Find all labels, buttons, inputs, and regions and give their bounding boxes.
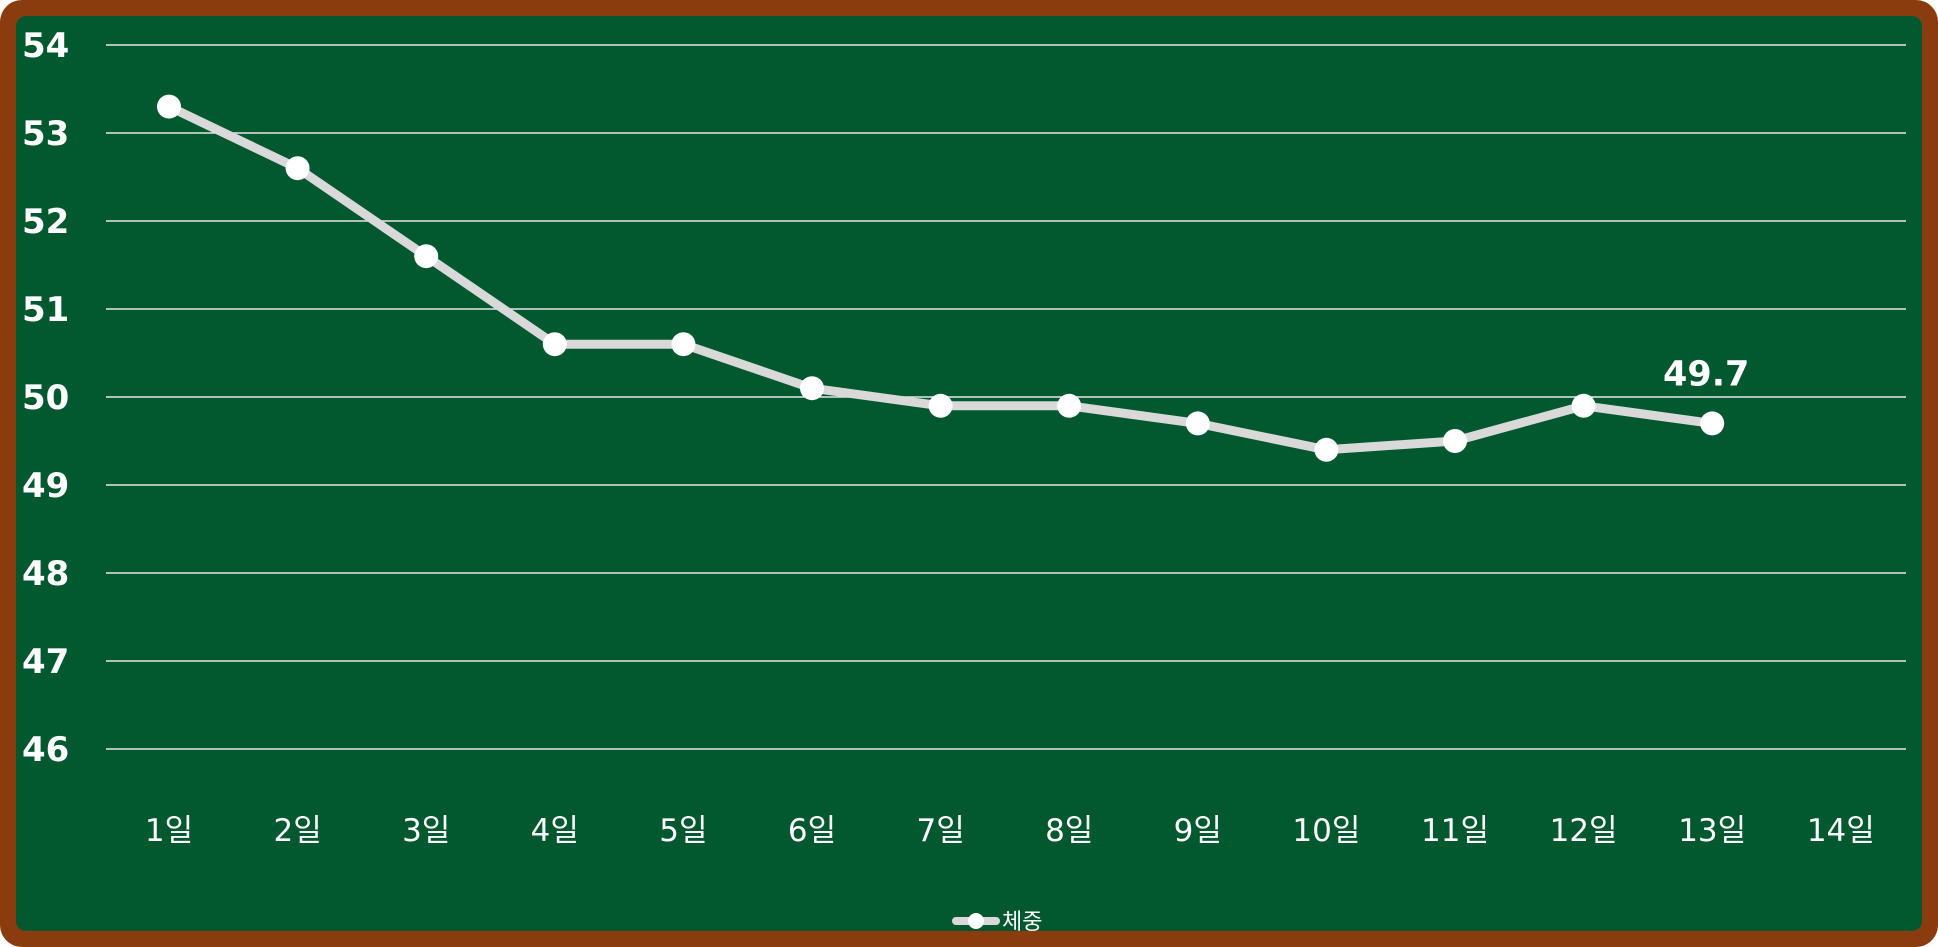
x-tick-label: 13일	[1678, 813, 1746, 849]
x-tick-label: 9일	[1174, 813, 1222, 849]
x-tick-label: 14일	[1807, 813, 1875, 849]
data-point[interactable]	[542, 332, 567, 357]
y-tick-label: 54	[22, 26, 69, 66]
x-tick-label: 2일	[273, 813, 321, 849]
x-tick-label: 5일	[659, 813, 707, 849]
x-tick-label: 10일	[1292, 813, 1360, 849]
data-point[interactable]	[285, 156, 310, 181]
series-group	[157, 94, 1725, 462]
data-point[interactable]	[1057, 393, 1082, 418]
data-point[interactable]	[1571, 393, 1596, 418]
gridlines	[106, 44, 1906, 750]
x-tick-label: 7일	[916, 813, 964, 849]
y-tick-label: 46	[22, 730, 69, 770]
legend-label: 체중	[1002, 910, 1042, 931]
x-tick-label: 11일	[1421, 813, 1489, 849]
data-point[interactable]	[800, 376, 824, 401]
x-tick-label: 8일	[1045, 813, 1093, 849]
y-tick-label: 47	[22, 642, 69, 682]
data-point[interactable]	[157, 94, 181, 119]
data-point[interactable]	[1314, 437, 1339, 462]
y-axis-ticks: 54 53 52 51 50 49 48 47 46	[22, 26, 69, 770]
data-point[interactable]	[1700, 411, 1725, 436]
data-point[interactable]	[671, 332, 696, 357]
x-tick-label: 6일	[788, 813, 836, 849]
data-label: 49.7	[1663, 354, 1749, 394]
data-point[interactable]	[414, 244, 439, 269]
chart-area: 54 53 52 51 50 49 48 47 46 1일 2일 3일 4일 5일 6일 7일 8일 9일 10일…	[16, 16, 1922, 931]
data-point[interactable]	[1185, 411, 1210, 436]
data-labels: 49.7	[1663, 354, 1749, 394]
y-tick-label: 51	[22, 290, 69, 330]
x-tick-label: 1일	[145, 813, 193, 849]
data-point[interactable]	[928, 393, 953, 418]
x-tick-label: 12일	[1550, 813, 1618, 849]
legend-marker	[968, 913, 984, 929]
y-tick-label: 53	[22, 114, 69, 154]
y-tick-label: 49	[22, 466, 69, 506]
y-tick-label: 50	[22, 378, 69, 418]
x-tick-label: 3일	[402, 813, 450, 849]
line-chart: 54 53 52 51 50 49 48 47 46 1일 2일 3일 4일 5일 6일 7일 8일 9일 10일…	[22, 26, 1906, 931]
y-tick-label: 52	[22, 202, 69, 242]
legend[interactable]: 체중	[952, 910, 1042, 931]
x-tick-label: 4일	[531, 813, 579, 849]
x-axis-ticks: 1일 2일 3일 4일 5일 6일 7일 8일 9일 10일 11일 12일 13일 14일	[145, 813, 1875, 849]
y-tick-label: 48	[22, 554, 69, 594]
data-point[interactable]	[1443, 429, 1467, 453]
